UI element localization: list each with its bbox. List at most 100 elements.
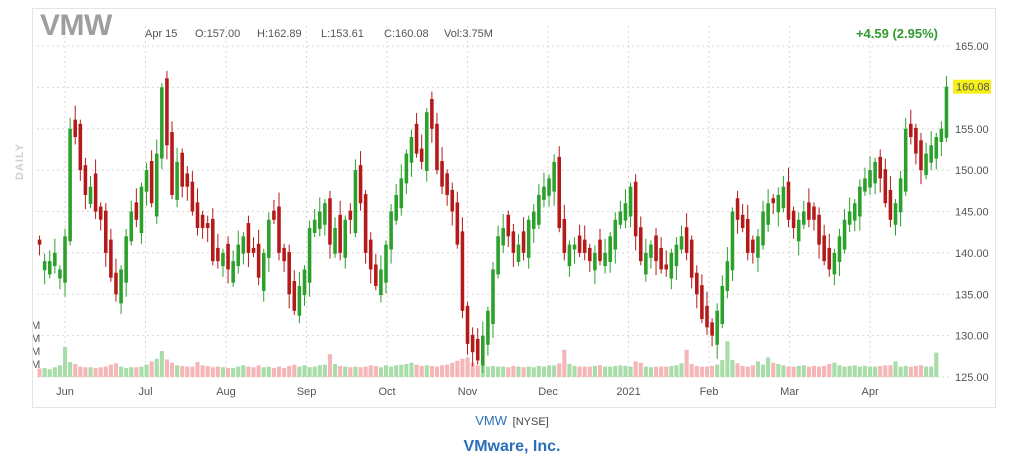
candle-body [379,269,383,296]
candle-body [664,264,669,270]
candle-body [608,236,612,262]
candle-body [852,203,857,221]
candle-body [700,285,704,320]
candle-body [63,236,67,283]
footer-symbol-link[interactable]: VMW [475,413,508,428]
volume-bar [98,367,103,377]
volume-bar [730,360,735,377]
volume-bar [215,366,220,377]
volume-bar [735,363,740,377]
volume-bar [103,366,108,377]
ohlc-open: O:157.00 [195,28,241,40]
candle-body [679,236,684,250]
candle-body [832,252,837,275]
candle-body [628,186,633,217]
candle-body [47,261,52,275]
company-name-link[interactable]: VMware, Inc. [463,438,561,455]
candle-body [119,269,123,304]
ohlc-high: H:162.89 [257,28,302,40]
volume-bar [918,365,924,377]
candle-body [277,206,281,253]
volume-bar [888,365,893,377]
candle-body [205,223,210,229]
candle-body [786,181,791,220]
volume-bar [531,367,536,377]
period-label: DAILY [14,143,26,180]
volume-bar [440,365,445,377]
candle-body [404,153,409,184]
volume-bar [618,365,623,377]
candle-body [807,202,811,220]
candle-body [705,305,709,328]
volume-bar [251,367,256,377]
candle-body [328,198,332,245]
candle-body [542,186,546,200]
ohlc-volume: Vol:3.75M [444,28,493,40]
x-tick-label: Jul [138,386,152,398]
candle-body [654,235,658,262]
volume-bar [83,367,88,377]
y-tick-label: 155.00 [955,124,989,136]
x-tick-label: Oct [378,386,395,398]
candle-body [633,181,638,237]
volume-bar [710,365,715,377]
volume-bar [842,366,847,377]
candle-body [450,189,455,212]
volume-bar [343,366,348,377]
candle-body [924,153,928,176]
candle-body [144,170,149,192]
candle-body [139,186,144,234]
volume-bar [511,365,516,377]
candle-body [537,194,541,225]
volume-bar [134,367,139,377]
volume-bar [154,358,159,377]
volume-bar [419,365,424,377]
x-tick-label: Aug [216,386,236,398]
volume-bar [521,367,526,377]
candle-body [374,264,378,286]
volume-bar [205,365,210,377]
candle-body [756,236,760,258]
footer-symbol-line: VMW [NYSE] [0,413,1024,428]
ticker-symbol: VMW [40,9,112,42]
volume-bar [73,364,78,377]
volume-bar [450,362,455,377]
volume-bar [893,361,898,377]
volume-bar [475,365,480,377]
volume-bar [180,365,185,377]
volume-bar [358,367,363,377]
volume-bar [424,365,429,377]
volume-bar [93,367,98,377]
volume-bar [806,366,811,377]
volume-bar [389,366,394,377]
volume-bar [766,357,771,377]
candle-body [455,202,460,245]
volume-bar [623,365,628,377]
candle-body [465,305,470,344]
candle-body [582,239,587,253]
volume-bar [597,365,603,377]
volume-bar [236,366,241,377]
volume-bar [414,364,419,377]
volume-bar [659,366,664,377]
volume-bar [684,349,689,377]
candle-body [114,272,118,295]
candle-body [735,198,740,220]
volume-bar [817,366,822,377]
candle-body [710,322,714,336]
volume-bar [648,367,653,377]
candle-body [190,181,195,212]
volume-bar [57,365,62,377]
candle-body [827,247,832,270]
volume-bar [353,366,358,377]
volume-bar [776,364,781,377]
volume-bar [862,365,867,377]
candle-body [496,236,500,275]
x-tick-label: Jun [56,386,74,398]
candle-body [272,210,276,220]
candle-body [888,189,893,220]
candle-body [796,219,801,242]
candle-body [725,261,730,291]
candle-body [858,186,862,217]
volume-bar [256,365,261,377]
